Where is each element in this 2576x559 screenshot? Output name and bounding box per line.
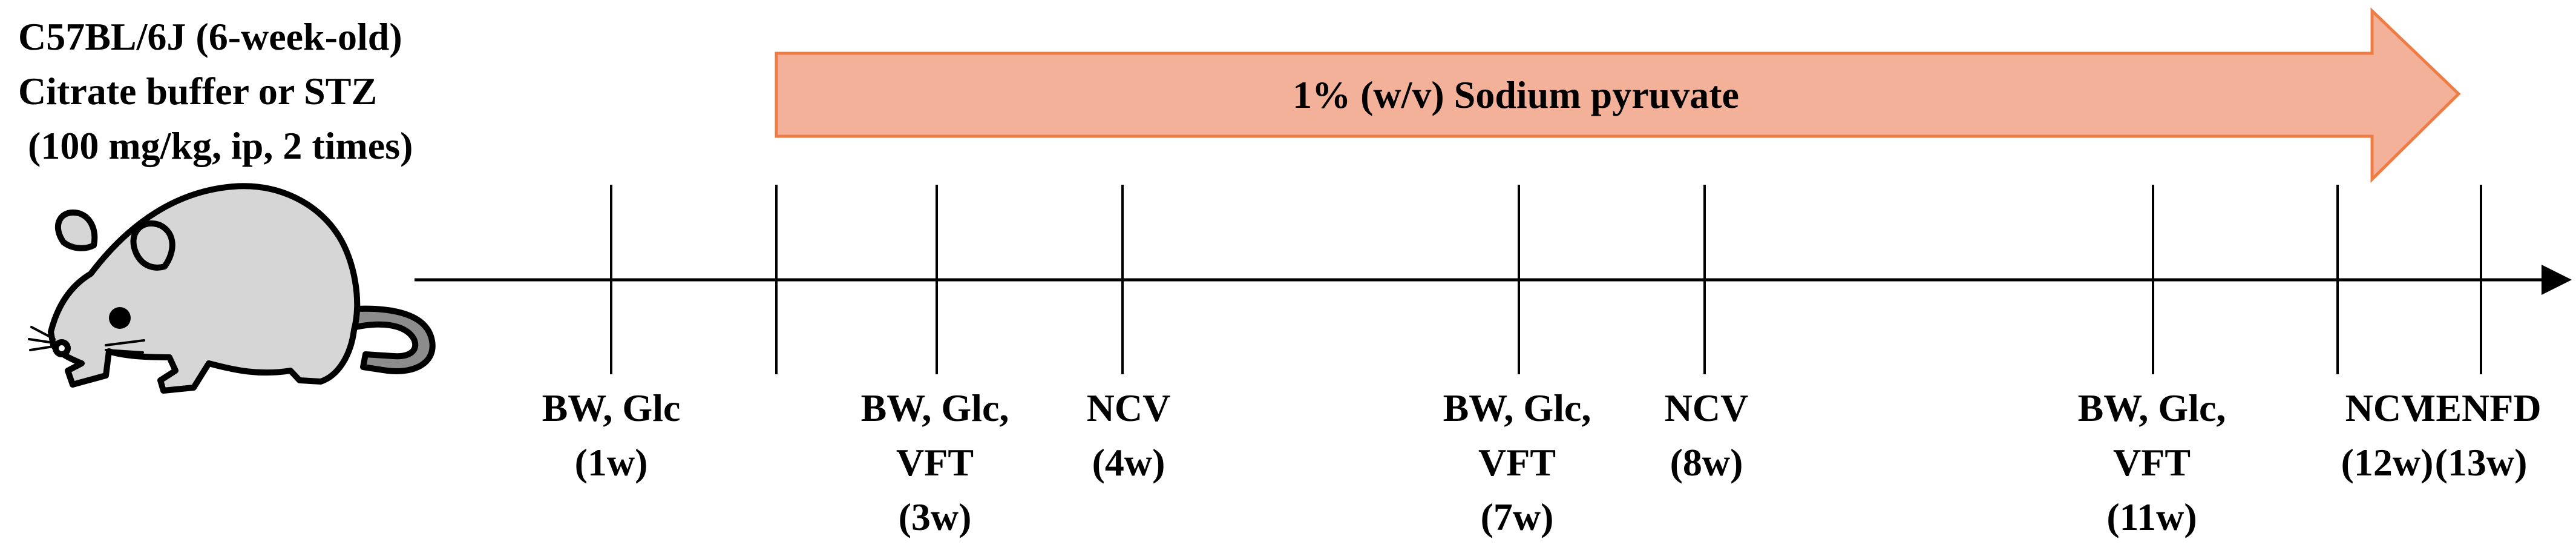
timeline-event-label: BW, Glc, <box>1443 386 1591 429</box>
timeline-event-label: BW, Glc, <box>2078 386 2226 429</box>
timeline-event-label: (4w) <box>1092 441 1165 484</box>
timeline-ticks <box>610 185 2482 374</box>
timeline-event-label: (1w) <box>575 441 648 484</box>
injection-label: Citrate buffer or STZ <box>18 70 377 113</box>
timeline-arrowhead <box>2542 265 2572 295</box>
timeline-event-label: BW, Glc, <box>861 386 1009 429</box>
timeline-event-label: (3w) <box>899 495 972 538</box>
timeline-event-label: NCV <box>1665 386 1749 429</box>
sodium-pyruvate-arrow <box>775 7 2461 183</box>
timeline-event-label: IENFD <box>2420 386 2541 429</box>
timeline-event-label: (7w) <box>1481 495 1554 538</box>
timeline-event-label: NCV <box>2345 386 2430 429</box>
mouse-icon <box>28 183 436 394</box>
sodium-pyruvate-label: 1% (w/v) Sodium pyruvate <box>1293 73 1739 116</box>
timeline-event-label: (13w) <box>2435 441 2528 484</box>
timeline-event-label: BW, Glc <box>542 386 681 429</box>
timeline-event-label: VFT <box>2113 441 2191 484</box>
timeline-event-labels: BW, Glc (1w) BW, Glc, VFT (3w) NCV (4w) BW, Glc… <box>542 386 2542 538</box>
timeline-event-label: (8w) <box>1670 441 1743 484</box>
timeline-event-label: (11w) <box>2106 495 2197 538</box>
timeline-event-label: VFT <box>1478 441 1556 484</box>
timeline-event-label: (12w) <box>2341 441 2434 484</box>
dose-label: (100 mg/kg, ip, 2 times) <box>28 124 413 167</box>
strain-label: C57BL/6J (6-week-old) <box>18 15 402 58</box>
timeline-event-label: VFT <box>896 441 974 484</box>
timeline-event-label: NCV <box>1087 386 1171 429</box>
